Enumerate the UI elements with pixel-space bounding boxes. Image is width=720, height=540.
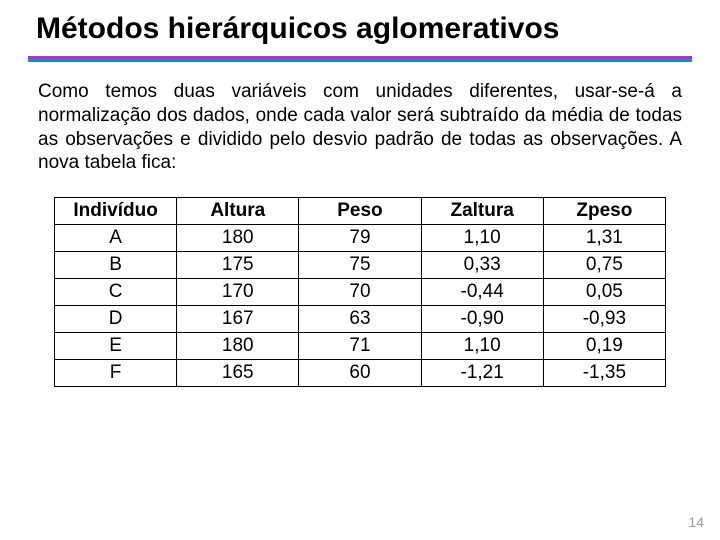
table-cell: 0,19	[543, 333, 665, 360]
table-cell: -0,90	[421, 306, 543, 333]
table-cell: 71	[299, 333, 421, 360]
table-row: D 167 63 -0,90 -0,93	[55, 306, 666, 333]
table-cell: 79	[299, 225, 421, 252]
table-cell: 0,33	[421, 252, 543, 279]
table-cell: -0,44	[421, 279, 543, 306]
table-cell: F	[55, 360, 177, 387]
table-cell: 60	[299, 360, 421, 387]
slide-container: Métodos hierárquicos aglomerativos Como …	[0, 0, 720, 540]
table-cell: 1,10	[421, 225, 543, 252]
col-header: Peso	[299, 198, 421, 225]
table-cell: 75	[299, 252, 421, 279]
table-cell: 180	[177, 333, 299, 360]
table-cell: 180	[177, 225, 299, 252]
table-cell: 0,05	[543, 279, 665, 306]
table-cell: 63	[299, 306, 421, 333]
table-row: F 165 60 -1,21 -1,35	[55, 360, 666, 387]
col-header: Indivíduo	[55, 198, 177, 225]
table-cell: C	[55, 279, 177, 306]
table-cell: 165	[177, 360, 299, 387]
table-cell: 1,10	[421, 333, 543, 360]
table-cell: -1,21	[421, 360, 543, 387]
data-table-wrap: Indivíduo Altura Peso Zaltura Zpeso A 18…	[28, 175, 692, 387]
table-cell: E	[55, 333, 177, 360]
table-cell: 70	[299, 279, 421, 306]
col-header: Altura	[177, 198, 299, 225]
body-paragraph: Como temos duas variáveis com unidades d…	[28, 62, 692, 175]
slide-title: Métodos hierárquicos aglomerativos	[28, 12, 692, 54]
table-cell: 167	[177, 306, 299, 333]
table-cell: D	[55, 306, 177, 333]
table-row: C 170 70 -0,44 0,05	[55, 279, 666, 306]
table-row: E 180 71 1,10 0,19	[55, 333, 666, 360]
table-cell: 0,75	[543, 252, 665, 279]
page-number: 14	[688, 514, 704, 530]
table-cell: -1,35	[543, 360, 665, 387]
table-cell: 1,31	[543, 225, 665, 252]
table-cell: A	[55, 225, 177, 252]
table-row: B 175 75 0,33 0,75	[55, 252, 666, 279]
table-cell: B	[55, 252, 177, 279]
table-cell: -0,93	[543, 306, 665, 333]
table-cell: 170	[177, 279, 299, 306]
table-cell: 175	[177, 252, 299, 279]
data-table: Indivíduo Altura Peso Zaltura Zpeso A 18…	[54, 197, 666, 387]
table-row: A 180 79 1,10 1,31	[55, 225, 666, 252]
col-header: Zaltura	[421, 198, 543, 225]
col-header: Zpeso	[543, 198, 665, 225]
table-header-row: Indivíduo Altura Peso Zaltura Zpeso	[55, 198, 666, 225]
